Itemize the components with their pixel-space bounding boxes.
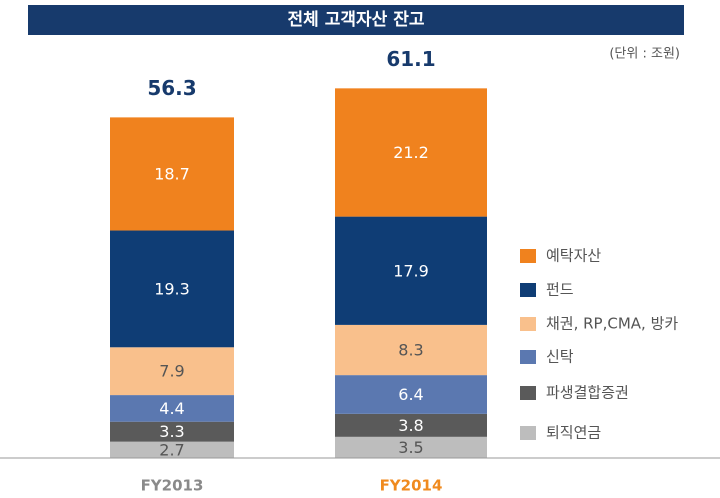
data-label: 4.4: [159, 399, 184, 418]
bar-segment: [335, 436, 487, 458]
legend-swatch: [520, 350, 536, 364]
data-label: 17.9: [393, 261, 429, 280]
bar-segment: [110, 117, 234, 231]
legend-swatch: [520, 283, 536, 297]
legend-label: 채권, RP,CMA, 방카: [546, 315, 678, 333]
legend-label: 신탁: [546, 348, 574, 366]
legend-swatch: [520, 317, 536, 331]
chart-title: 전체 고객자산 잔고: [288, 10, 425, 30]
title-bar: [28, 5, 684, 35]
bar-segment: [335, 413, 487, 437]
x-tick-label: FY2013: [141, 477, 204, 495]
data-label: 19.3: [154, 279, 190, 298]
data-label: 3.5: [398, 438, 423, 457]
bar-segment: [335, 324, 487, 376]
total-label: 56.3: [147, 76, 196, 100]
legend-label: 펀드: [546, 281, 574, 299]
bar-segment: [335, 375, 487, 414]
data-label: 8.3: [398, 341, 423, 360]
data-label: 6.4: [398, 385, 423, 404]
legend-label: 예탁자산: [546, 247, 601, 265]
legend-swatch: [520, 426, 536, 440]
bar-segment: [110, 230, 234, 348]
data-label: 3.3: [159, 422, 184, 441]
unit-label: (단위 : 조원): [609, 47, 680, 62]
x-tick-label: FY2014: [380, 477, 443, 495]
bar-segment: [335, 88, 487, 217]
legend-label: 파생결합증권: [546, 384, 629, 402]
bar-segment: [110, 347, 234, 396]
data-label: 2.7: [159, 440, 184, 459]
bar-segment: [335, 216, 487, 325]
total-label: 61.1: [386, 47, 435, 71]
legend-swatch: [520, 386, 536, 400]
bar-segment: [110, 441, 234, 458]
data-label: 18.7: [154, 164, 190, 183]
legend-swatch: [520, 249, 536, 263]
data-label: 7.9: [159, 362, 184, 381]
legend-label: 퇴직연금: [546, 424, 601, 442]
bar-segment: [110, 421, 234, 442]
data-label: 21.2: [393, 143, 429, 162]
data-label: 3.8: [398, 416, 423, 435]
bar-segment: [110, 395, 234, 422]
